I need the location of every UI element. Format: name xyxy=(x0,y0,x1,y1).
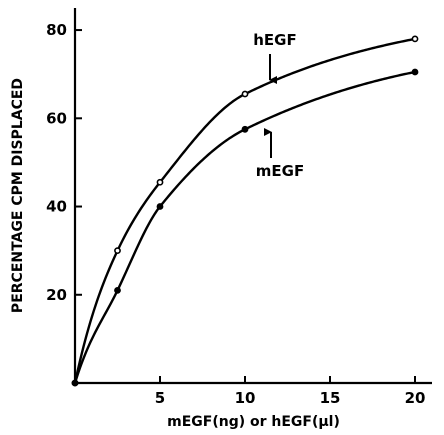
data-points xyxy=(71,35,419,387)
data-point-mEGF xyxy=(71,379,79,387)
ticks: 20 40 60 80 5 10 15 20 xyxy=(46,21,425,407)
x-tick-label: 5 xyxy=(155,389,165,407)
annotation-hegf: hEGF xyxy=(253,31,296,49)
data-point-mEGF xyxy=(411,68,419,76)
data-point-hEGF xyxy=(241,90,249,98)
x-tick-label: 20 xyxy=(405,389,426,407)
x-axis-title: mEGF(ng) or hEGF(µl) xyxy=(167,414,340,430)
data-point-hEGF xyxy=(156,178,164,186)
data-point-mEGF xyxy=(114,286,121,294)
curves xyxy=(73,37,416,384)
series-line-mEGF xyxy=(73,70,416,384)
y-tick-label: 40 xyxy=(46,198,67,216)
x-tick-label: 10 xyxy=(235,389,256,407)
data-point-mEGF xyxy=(156,203,164,210)
y-axis-title: PERCENTAGE CPM DISPLACED xyxy=(10,78,26,313)
data-point-mEGF xyxy=(241,125,249,133)
series-line-hEGF xyxy=(73,37,416,384)
y-tick-label: 80 xyxy=(46,21,67,39)
annotation-megf: mEGF xyxy=(256,162,304,180)
y-tick-label: 20 xyxy=(46,286,67,304)
x-tick-label: 15 xyxy=(320,389,341,407)
y-tick-label: 60 xyxy=(46,109,67,127)
data-point-hEGF xyxy=(114,247,121,255)
axes xyxy=(73,8,432,385)
data-point-hEGF xyxy=(411,35,419,43)
annotations: hEGF mEGF xyxy=(253,31,304,180)
